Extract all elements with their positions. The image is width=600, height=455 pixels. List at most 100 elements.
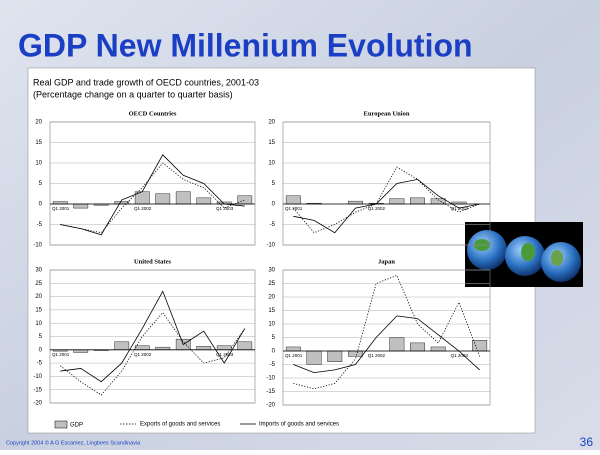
y-tick-label: -5 bbox=[270, 222, 276, 228]
chart-title: United States bbox=[134, 258, 171, 265]
y-tick-label: 5 bbox=[272, 335, 276, 341]
y-tick-label: 10 bbox=[268, 161, 275, 167]
y-tick-label: 20 bbox=[268, 295, 275, 301]
x-tick-label: Q1 2001 bbox=[52, 352, 70, 357]
bar bbox=[410, 342, 425, 352]
x-tick-label: Q1 2002 bbox=[368, 206, 386, 211]
bar bbox=[175, 191, 191, 205]
x-tick-label: Q1 2001 bbox=[285, 353, 303, 358]
x-tick-label: Q1 2003 bbox=[216, 352, 234, 357]
bar bbox=[348, 200, 363, 205]
bar bbox=[472, 340, 488, 352]
y-tick-label: -10 bbox=[266, 376, 275, 382]
x-tick-label: Q1 2002 bbox=[368, 353, 386, 358]
bar bbox=[348, 350, 363, 357]
page-number: 36 bbox=[580, 435, 594, 449]
y-tick-label: 20 bbox=[35, 120, 42, 126]
subtitle: Real GDP and trade growth of OECD countr… bbox=[33, 77, 259, 87]
copyright: Copyright 2004 © A G Escamez, Lingbees S… bbox=[6, 439, 141, 446]
x-tick-label: Q1 2003 bbox=[451, 353, 469, 358]
y-tick-label: -10 bbox=[33, 374, 42, 380]
plot-frame bbox=[282, 269, 491, 406]
series-line bbox=[293, 166, 480, 234]
land bbox=[551, 250, 563, 266]
y-tick-label: 10 bbox=[35, 321, 42, 327]
bar bbox=[196, 197, 212, 205]
land bbox=[521, 243, 535, 261]
y-tick-label: -5 bbox=[270, 362, 276, 368]
y-tick-label: 0 bbox=[272, 349, 276, 355]
y-tick-label: 10 bbox=[268, 322, 275, 328]
y-tick-label: 5 bbox=[272, 181, 276, 187]
plot-frame bbox=[49, 121, 256, 246]
bar bbox=[306, 350, 322, 365]
bar bbox=[327, 350, 343, 363]
y-tick-label: -10 bbox=[266, 243, 275, 249]
legend-label: Exports of goods and services bbox=[140, 422, 220, 428]
legend-label: GDP bbox=[70, 423, 83, 429]
plot-frame bbox=[49, 269, 256, 404]
x-tick-label: Q1 2003 bbox=[216, 206, 234, 211]
bar bbox=[389, 337, 405, 352]
chart-title: European Union bbox=[364, 110, 410, 117]
series-line bbox=[60, 290, 246, 383]
y-tick-label: 5 bbox=[39, 181, 43, 187]
legend-label: Imports of goods and services bbox=[259, 422, 339, 428]
bar bbox=[134, 345, 150, 350]
legend-swatch bbox=[54, 420, 68, 429]
series-line bbox=[293, 315, 480, 374]
x-tick-label: Q1 2001 bbox=[52, 206, 70, 211]
y-tick-label: 25 bbox=[35, 281, 42, 287]
series-line bbox=[60, 162, 245, 234]
y-tick-label: -15 bbox=[33, 387, 42, 393]
bar bbox=[155, 193, 171, 205]
y-tick-label: 30 bbox=[268, 268, 275, 274]
globe bbox=[467, 230, 507, 270]
y-tick-label: -10 bbox=[33, 243, 42, 249]
series-line bbox=[60, 154, 245, 236]
x-tick-label: Q1 2003 bbox=[451, 206, 469, 211]
y-tick-label: 10 bbox=[35, 161, 42, 167]
y-tick-label: -20 bbox=[266, 403, 275, 409]
y-tick-label: 30 bbox=[35, 268, 42, 274]
bar bbox=[285, 346, 301, 352]
bar bbox=[216, 345, 232, 350]
y-tick-label: 0 bbox=[39, 347, 43, 353]
y-tick-label: -20 bbox=[33, 401, 42, 407]
bar bbox=[237, 341, 253, 351]
y-tick-label: 20 bbox=[268, 120, 275, 126]
subtitle: (Percentage change on a quarter to quart… bbox=[33, 89, 233, 99]
chart-panel bbox=[27, 67, 536, 434]
y-tick-label: 15 bbox=[268, 308, 275, 314]
bar bbox=[114, 341, 130, 351]
bar bbox=[389, 198, 405, 205]
x-tick-label: Q1 2002 bbox=[134, 206, 152, 211]
y-tick-label: 15 bbox=[35, 307, 42, 313]
chart-title: Japan bbox=[378, 258, 395, 265]
y-tick-label: -5 bbox=[37, 361, 43, 367]
bar bbox=[285, 195, 301, 205]
y-tick-label: 20 bbox=[35, 294, 42, 300]
legend: GDP Exports of goods and services Import… bbox=[54, 420, 339, 429]
slide-title: GDP New Millenium Evolution bbox=[18, 27, 473, 63]
plot-frame bbox=[282, 121, 491, 246]
series-line bbox=[60, 311, 246, 396]
bar bbox=[73, 203, 89, 209]
bar bbox=[410, 197, 425, 205]
globes bbox=[465, 222, 583, 287]
bar bbox=[196, 346, 212, 351]
chart-title: OECD Countries bbox=[129, 110, 177, 117]
bar bbox=[430, 346, 446, 352]
y-tick-label: -15 bbox=[266, 389, 275, 395]
y-tick-label: 15 bbox=[268, 140, 275, 146]
y-tick-label: 15 bbox=[35, 140, 42, 146]
bar bbox=[237, 195, 253, 205]
y-tick-label: 25 bbox=[268, 281, 275, 287]
series-line bbox=[293, 178, 480, 234]
y-tick-label: 0 bbox=[39, 202, 43, 208]
y-tick-label: -5 bbox=[37, 222, 43, 228]
x-tick-label: Q1 2002 bbox=[134, 352, 152, 357]
y-tick-label: 0 bbox=[272, 202, 276, 208]
